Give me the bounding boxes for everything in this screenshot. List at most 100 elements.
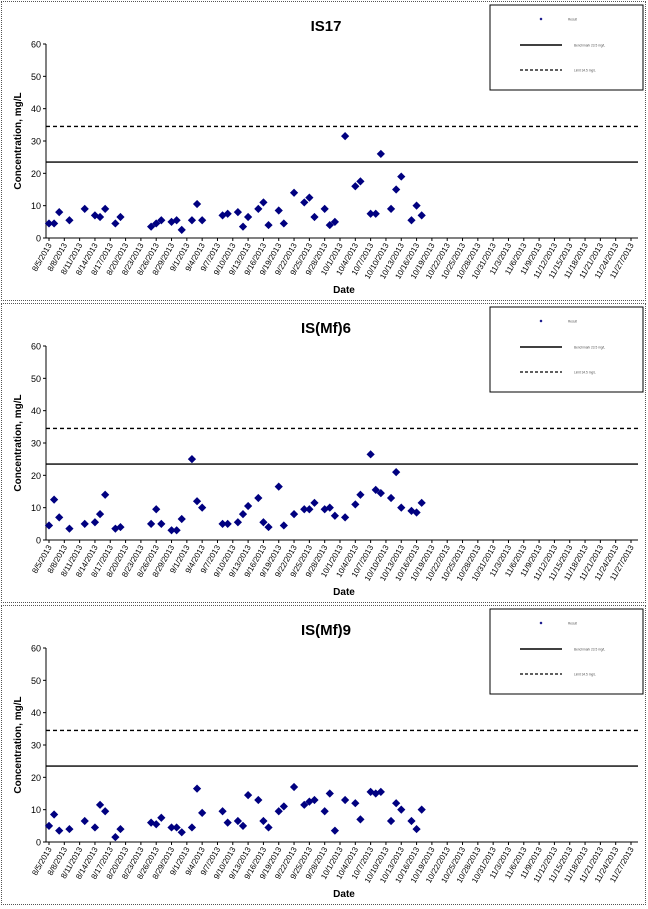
y-axis-label: Concentration, mg/L [13, 394, 24, 491]
data-point [386, 204, 396, 214]
data-point [116, 522, 125, 532]
data-point [172, 823, 181, 832]
data-point [320, 807, 329, 816]
data-point [172, 526, 181, 535]
legend-entry: Benchmark 23.5 mg/L [574, 648, 605, 652]
chart-svg-is17: IS17 Concentration, mg/L Date 0 10 20 30 40 50 60… [13, 4, 644, 296]
data-point [187, 823, 197, 832]
data-point [351, 182, 360, 191]
data-point [177, 514, 186, 524]
data-point [340, 132, 350, 141]
data-point [351, 799, 360, 808]
data-point [310, 795, 319, 805]
legend-marker-sample [539, 17, 543, 21]
data-point [238, 510, 248, 519]
data-point [238, 222, 248, 231]
chart-svg-ismf6: IS(Mf)6 Concentration, mg/L Date 0 10 20 30 40 5… [13, 306, 644, 598]
data-point [95, 212, 105, 222]
data-point [223, 818, 232, 827]
chart-panel-ismf9: IS(Mf)9 Concentration, mg/L Date 0 10 20 30 40 5… [1, 605, 646, 905]
data-point [305, 505, 314, 514]
data-point [310, 498, 319, 507]
data-point [238, 821, 248, 830]
y-tick-label: 0 [36, 838, 41, 848]
data-point [254, 493, 263, 503]
chart-title: IS(Mf)6 [301, 320, 351, 337]
data-point [356, 815, 365, 824]
data-point [412, 508, 421, 517]
x-axis-label: Date [333, 285, 355, 296]
data-point [192, 497, 202, 506]
data-point [49, 219, 59, 228]
data-point [101, 490, 110, 499]
data-point [259, 518, 268, 527]
data-point [279, 521, 288, 530]
data-point [392, 185, 401, 194]
y-tick-label: 0 [36, 234, 41, 244]
data-point [44, 821, 54, 830]
data-point [397, 805, 406, 814]
data-point [80, 519, 89, 528]
data-point [233, 518, 243, 527]
y-axis-label: Concentration, mg/L [13, 92, 24, 189]
chart-panel-is17: IS17 Concentration, mg/L Date 0 10 20 30 40 50 60… [1, 1, 646, 301]
y-tick-label: 30 [31, 741, 41, 751]
data-point [300, 800, 309, 809]
data-point [65, 824, 74, 834]
data-point [95, 510, 105, 519]
data-point [325, 503, 334, 512]
data-point [289, 782, 299, 792]
data-point [330, 826, 340, 835]
data-point [412, 201, 421, 210]
data-point [274, 807, 283, 816]
data-point [366, 450, 375, 459]
data-point [330, 217, 340, 226]
data-point [274, 482, 283, 491]
data-point [351, 500, 360, 509]
y-tick-label: 50 [31, 72, 41, 82]
legend-entry: Limit 34.5 mg/L [574, 673, 596, 677]
legend-marker-sample [539, 621, 543, 625]
y-tick-label: 0 [36, 536, 41, 546]
y-tick-label: 20 [31, 773, 41, 783]
data-point [177, 225, 186, 235]
chart-title: IS(Mf)9 [301, 622, 351, 639]
data-point [198, 216, 207, 225]
data-point [397, 172, 406, 181]
data-point [264, 220, 273, 230]
data-point [49, 810, 59, 819]
data-point [417, 498, 426, 507]
data-point [80, 816, 89, 826]
data-point [254, 795, 263, 805]
data-point [192, 784, 202, 793]
y-tick-label: 30 [31, 439, 41, 449]
data-point [90, 823, 100, 832]
legend-box [489, 608, 644, 695]
legend-marker-sample [539, 319, 543, 323]
data-point [233, 816, 243, 826]
data-point [44, 521, 54, 530]
legend: Result Benchmark 23.5 mg/L Limit 34.5 mg/L [489, 306, 644, 393]
y-tick-label: 10 [31, 201, 41, 211]
chart-svg-ismf9: IS(Mf)9 Concentration, mg/L Date 0 10 20 30 40 5… [13, 608, 644, 900]
data-point [386, 493, 396, 503]
data-point [146, 222, 156, 231]
legend-entry: Limit 34.5 mg/L [574, 371, 596, 375]
data-point [407, 816, 416, 826]
data-point [157, 519, 166, 528]
legend-entry: Benchmark 23.5 mg/L [574, 44, 605, 48]
data-point [274, 206, 283, 215]
data-point [340, 795, 350, 805]
data-point [264, 823, 273, 832]
data-point [417, 805, 426, 814]
data-point [340, 513, 350, 522]
y-axis-label: Concentration, mg/L [13, 696, 24, 793]
data-point [412, 824, 421, 834]
data-point [90, 211, 100, 220]
data-point [243, 791, 253, 800]
y-tick-label: 50 [31, 676, 41, 686]
legend-entry: Result [568, 320, 577, 324]
data-point [55, 513, 64, 522]
legend: Result Benchmark 23.5 mg/L Limit 34.5 mg/L [489, 608, 644, 695]
y-tick-label: 40 [31, 406, 41, 416]
